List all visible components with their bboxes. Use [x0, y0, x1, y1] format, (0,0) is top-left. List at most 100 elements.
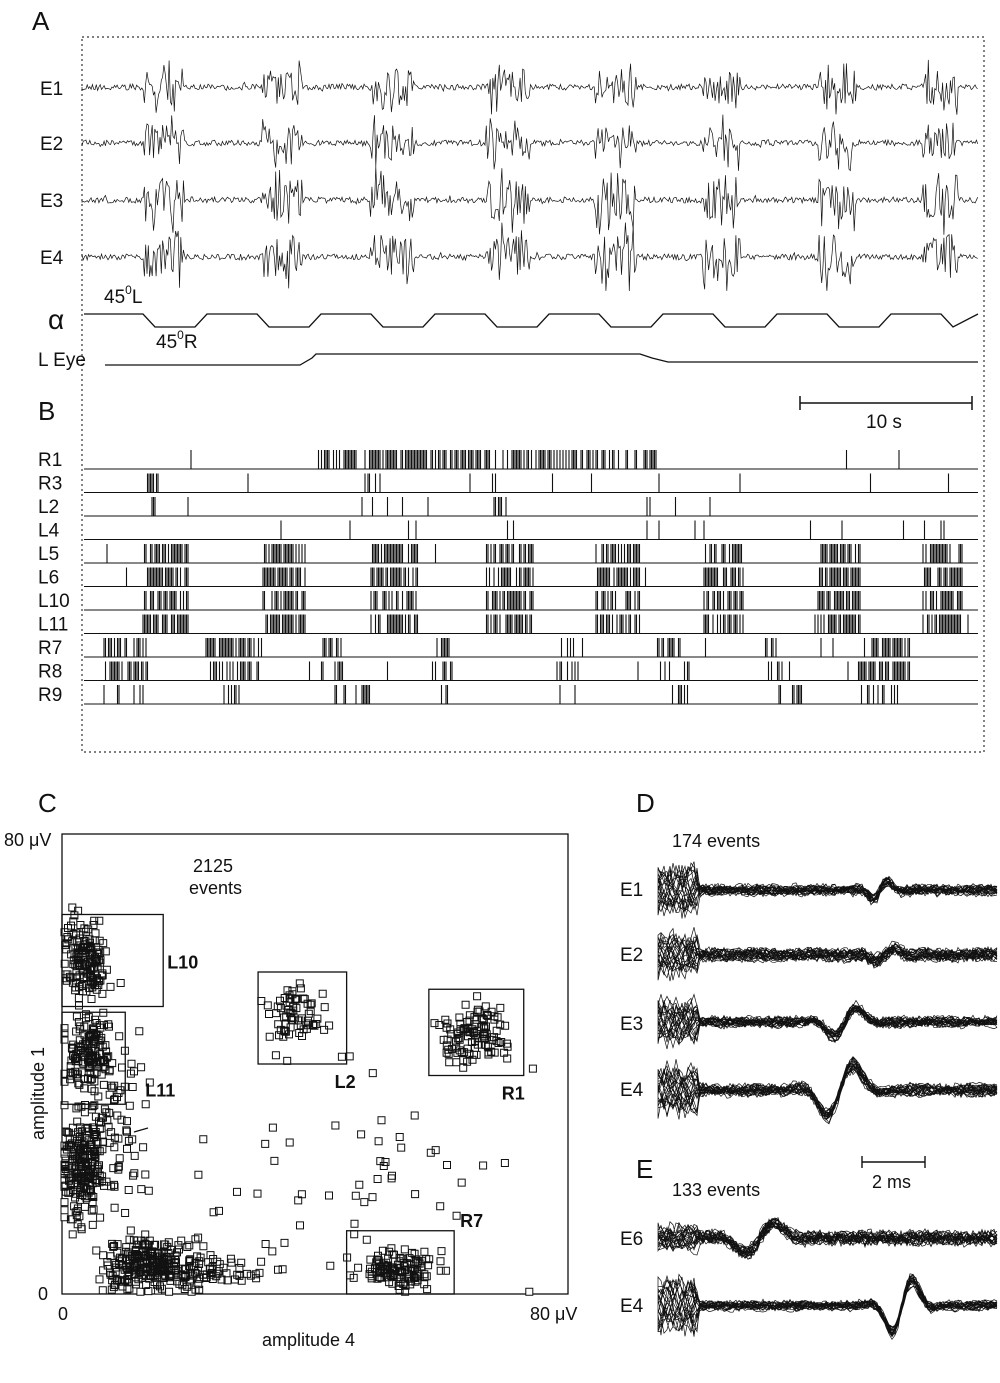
d-channel-e3: E3: [620, 1014, 643, 1035]
x-tick-min: 0: [58, 1304, 68, 1324]
angle-left-sup: 0: [125, 283, 132, 297]
channel-trace-3: [81, 166, 979, 235]
raster-row-l5: L5: [38, 544, 978, 565]
waveform-overlay-4: [657, 1056, 998, 1125]
spike-ticks: [103, 685, 899, 704]
spike-ticks: [103, 638, 911, 657]
alpha-trace: [84, 313, 979, 328]
cluster-box-l10: [61, 913, 164, 1008]
e-channel-e6: E6: [620, 1229, 643, 1250]
waveform-overlay-2: [657, 1273, 998, 1341]
cluster-label-l2: L2: [335, 1072, 356, 1092]
scatter-points: [60, 903, 537, 1296]
x-tick-max: 80 μV: [530, 1304, 577, 1324]
raster-row-r9: R9: [38, 685, 978, 706]
raster-row-l11: L11: [38, 614, 978, 636]
events-word: events: [189, 878, 242, 898]
angle-left-base: 45: [104, 287, 125, 308]
channel-trace-1: [81, 59, 978, 115]
e-waveform-traces: [657, 1216, 998, 1341]
y-axis-label: amplitude 1: [28, 1047, 48, 1140]
cluster-box-l11: [61, 1011, 126, 1105]
unit-label: L4: [38, 521, 60, 542]
angle-label-right: 450R: [156, 328, 198, 353]
d-waveform-traces: [657, 861, 998, 1125]
panel-c-scatter: L10 L11 L2 R1 R7 80 μV 0 0 80 μV amplitude 4…: [4, 830, 577, 1350]
cluster-label-r7: R7: [460, 1211, 483, 1231]
x-axis-label: amplitude 4: [262, 1330, 355, 1350]
l11-pointer-arrow: [133, 1127, 149, 1133]
channel-label-e4: E4: [40, 248, 64, 269]
unit-label: R3: [38, 474, 62, 495]
alpha-label: α: [48, 304, 64, 335]
panel-label-c: C: [38, 788, 57, 818]
waveform-overlay-1: [657, 861, 998, 919]
cluster-label-r1: R1: [502, 1084, 525, 1104]
ms-scalebar-label: 2 ms: [872, 1172, 911, 1192]
angle-right-suffix: R: [184, 332, 198, 353]
spike-ticks: [104, 661, 911, 681]
waveform-overlay-1: [657, 1216, 998, 1260]
unit-label: L5: [38, 544, 59, 565]
raster-row-l6: L6: [38, 567, 978, 589]
unit-label: R1: [38, 450, 62, 471]
e-channel-e4: E4: [620, 1296, 644, 1317]
eye-trace: [105, 353, 978, 366]
d-channel-e1: E1: [620, 880, 643, 901]
d-channel-e4: E4: [620, 1080, 644, 1101]
events-count: 2125: [193, 856, 233, 876]
unit-label: L10: [38, 591, 70, 612]
spike-ticks: [125, 567, 963, 587]
time-scalebar-label: 10 s: [866, 412, 902, 433]
unit-label: R9: [38, 685, 62, 706]
raster-row-l2: L2: [38, 497, 978, 518]
unit-label: L2: [38, 497, 59, 518]
unit-label: R8: [38, 662, 62, 683]
unit-label: R7: [38, 638, 62, 659]
y-tick-min: 0: [38, 1284, 48, 1304]
cluster-label-l10: L10: [167, 953, 198, 973]
e-events-label: 133 events: [672, 1180, 760, 1200]
cluster-boxes: L10 L11 L2 R1 R7: [61, 913, 525, 1295]
waveform-overlay-2: [657, 927, 998, 982]
raster-row-r3: R3: [38, 473, 978, 495]
panel-label-a: A: [32, 6, 50, 36]
panel-d-waveforms: 174 events E1 E2 E3 E4 2 ms: [620, 831, 998, 1192]
channel-trace-4: [81, 222, 978, 292]
unit-label: L6: [38, 568, 59, 589]
spike-ticks: [151, 497, 711, 516]
cluster-box-l2: [257, 971, 348, 1065]
scatter-markers: [60, 903, 537, 1296]
d-channel-e2: E2: [620, 945, 643, 966]
raster-row-r8: R8: [38, 661, 978, 683]
channel-label-e1: E1: [40, 79, 63, 100]
raster-row-l10: L10: [38, 591, 978, 612]
panel-a-recordings: E1 E2 E3 E4 α 450L 450R L Eye: [38, 59, 979, 371]
angle-right-sup: 0: [177, 328, 184, 342]
waveform-overlay-3: [657, 993, 998, 1050]
panel-label-e: E: [636, 1154, 653, 1184]
panel-a-traces: [81, 59, 979, 292]
cluster-box-r7: [345, 1230, 455, 1295]
panel-e-waveforms: 133 events E6 E4: [620, 1180, 998, 1341]
spike-ticks: [106, 544, 963, 563]
panel-label-d: D: [636, 788, 655, 818]
raster-row-r7: R7: [38, 638, 978, 659]
spike-ticks: [190, 450, 900, 469]
d-events-label: 174 events: [672, 831, 760, 851]
unit-label: L11: [38, 615, 68, 636]
spike-ticks: [142, 614, 969, 634]
y-tick-max: 80 μV: [4, 830, 51, 850]
channel-label-e3: E3: [40, 191, 63, 212]
angle-left-suffix: L: [132, 287, 143, 308]
channel-trace-2: [81, 114, 979, 172]
raster-row-l4: L4: [38, 520, 978, 542]
angle-right-base: 45: [156, 332, 177, 353]
panel-label-b: B: [38, 396, 55, 426]
cluster-box-r1: [428, 988, 525, 1077]
eye-label: L Eye: [38, 350, 86, 371]
panel-ab-frame: [81, 36, 985, 753]
